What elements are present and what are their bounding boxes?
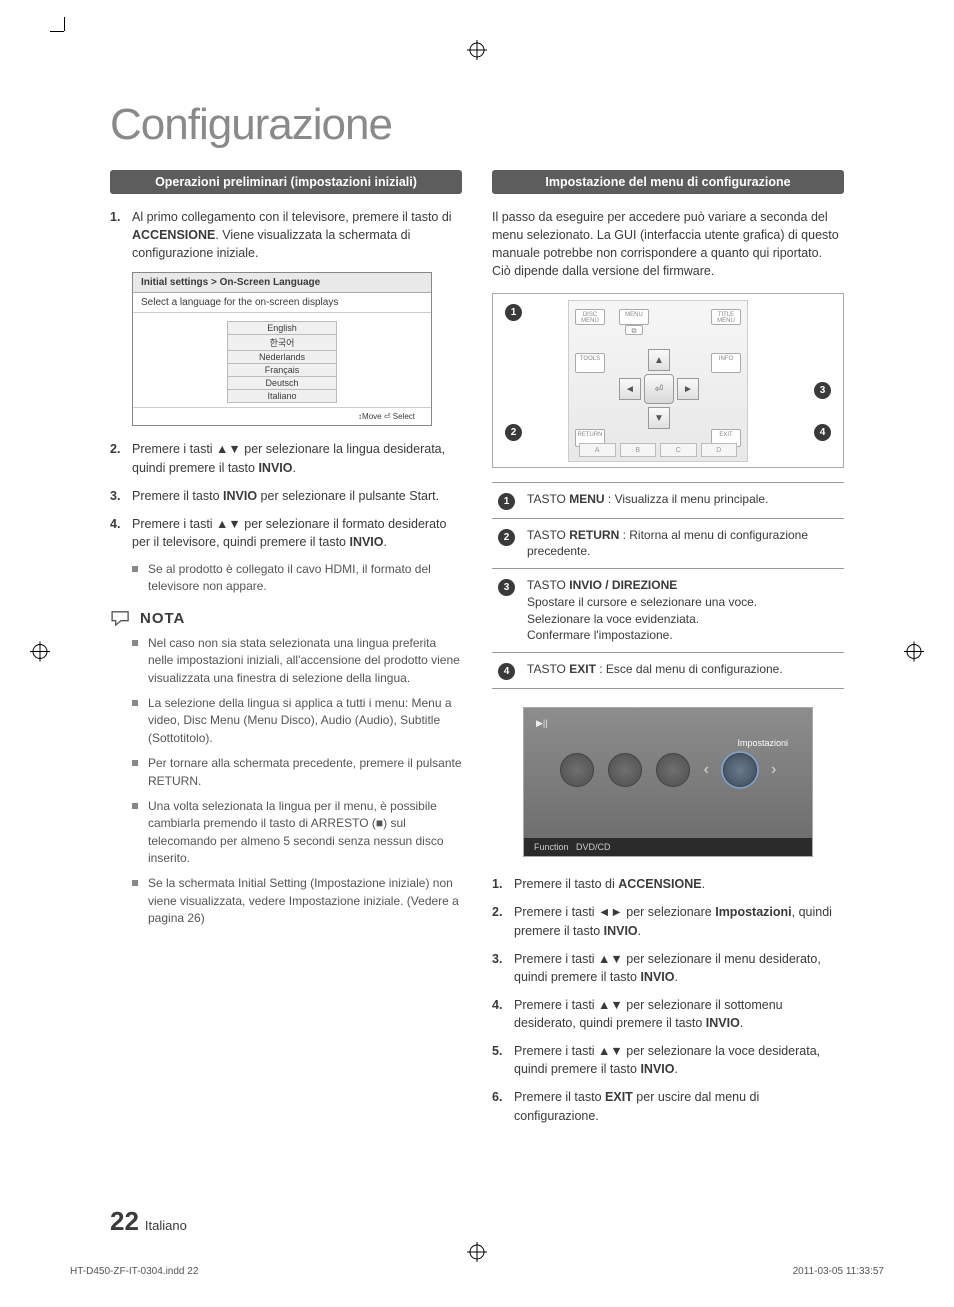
play-pause-icon: ▶|| — [536, 718, 548, 729]
lang-item: Deutsch — [227, 377, 337, 390]
step-2: 2.Premere i tasti ▲▼ per selezionare la … — [110, 440, 462, 476]
remote-diagram: DISC MENU MENU ⧉ TITLE MENU TOOLS INFO R… — [492, 293, 844, 468]
key-row: 4 TASTO EXIT : Esce dal menu di configur… — [492, 653, 844, 689]
rstep-1: 1.Premere il tasto di ACCENSIONE. — [492, 875, 844, 893]
print-footer: HT-D450-ZF-IT-0304.indd 22 2011-03-05 11… — [70, 1266, 884, 1277]
tv-selected-label: Impostazioni — [737, 738, 788, 748]
registration-mark — [30, 641, 50, 666]
tv-footer-mode: DVD/CD — [576, 842, 611, 852]
lang-item: Nederlands — [227, 351, 337, 364]
lang-item: Italiano — [227, 390, 337, 403]
dpad-left-icon: ◄ — [619, 378, 641, 400]
remote-disc-menu: DISC MENU — [575, 309, 605, 325]
lang-box-subtitle: Select a language for the on-screen disp… — [133, 293, 431, 313]
language-select-screenshot: Initial settings > On-Screen Language Se… — [132, 272, 432, 426]
section-heading-left: Operazioni preliminari (impostazioni ini… — [110, 170, 462, 194]
remote-letter: A — [579, 443, 616, 457]
callout-4: 4 — [814, 424, 831, 441]
lang-item: 한국어 — [227, 335, 337, 351]
registration-mark — [467, 1242, 487, 1267]
dpad-up-icon: ▲ — [648, 349, 670, 371]
remote-dpad: ▲ ▼ ◄ ► ⏎ — [619, 349, 699, 429]
callout-1: 1 — [505, 304, 522, 321]
remote-title-menu: TITLE MENU — [711, 309, 741, 325]
remote-tools: TOOLS — [575, 353, 605, 373]
substep-hdmi: Se al prodotto è collegato il cavo HDMI,… — [132, 561, 462, 596]
note-item: La selezione della lingua si applica a t… — [132, 695, 462, 747]
remote-letter: C — [660, 443, 697, 457]
note-item: Se la schermata Initial Setting (Imposta… — [132, 875, 462, 927]
key-row: 1 TASTO MENU : Visualizza il menu princi… — [492, 483, 844, 519]
page-title: Configurazione — [110, 100, 884, 150]
registration-mark — [467, 40, 487, 65]
page-number-footer: 22Italiano — [110, 1206, 187, 1237]
step-4: 4.Premere i tasti ▲▼ per selezionare il … — [110, 515, 462, 551]
tv-menu-icon — [560, 753, 594, 787]
tv-menu-icon — [608, 753, 642, 787]
chevron-right-icon: › — [771, 761, 776, 779]
right-column: Impostazione del menu di configurazione … — [492, 170, 844, 1135]
dpad-right-icon: ► — [677, 378, 699, 400]
callout-3: 3 — [814, 382, 831, 399]
intro-text: Il passo da eseguire per accedere può va… — [492, 208, 844, 281]
lang-item: English — [227, 321, 337, 335]
remote-info: INFO — [711, 353, 741, 373]
note-item: Una volta selezionata la lingua per il m… — [132, 798, 462, 868]
rstep-6: 6.Premere il tasto EXIT per uscire dal m… — [492, 1088, 844, 1124]
remote-letter: B — [620, 443, 657, 457]
dpad-down-icon: ▼ — [648, 407, 670, 429]
menu-icon: ⧉ — [625, 325, 643, 335]
left-column: Operazioni preliminari (impostazioni ini… — [110, 170, 462, 1135]
note-item: Per tornare alla schermata precedente, p… — [132, 755, 462, 790]
lang-box-footer: ↕Move ⏎ Select — [133, 407, 431, 425]
lang-list: English 한국어 Nederlands Français Deutsch … — [133, 313, 431, 407]
tv-menu-icon — [656, 753, 690, 787]
rstep-3: 3.Premere i tasti ▲▼ per selezionare il … — [492, 950, 844, 986]
lang-box-header: Initial settings > On-Screen Language — [133, 273, 431, 293]
tv-menu-icon-selected — [723, 753, 757, 787]
rstep-4: 4.Premere i tasti ▲▼ per selezionare il … — [492, 996, 844, 1032]
callout-2: 2 — [505, 424, 522, 441]
print-file: HT-D450-ZF-IT-0304.indd 22 — [70, 1266, 198, 1277]
print-timestamp: 2011-03-05 11:33:57 — [793, 1266, 884, 1277]
note-item: Nel caso non sia stata selezionata una l… — [132, 635, 462, 687]
rstep-2: 2.Premere i tasti ◄► per selezionare Imp… — [492, 903, 844, 939]
key-legend-table: 1 TASTO MENU : Visualizza il menu princi… — [492, 482, 844, 690]
registration-mark — [904, 641, 924, 666]
crop-mark — [50, 31, 64, 32]
tv-footer-function: Function — [534, 842, 569, 852]
dpad-enter-icon: ⏎ — [644, 374, 674, 404]
crop-mark — [64, 17, 65, 31]
key-row: 3 TASTO INVIO / DIREZIONE Spostare il cu… — [492, 569, 844, 653]
section-heading-right: Impostazione del menu di configurazione — [492, 170, 844, 194]
lang-item: Français — [227, 364, 337, 377]
remote-letter: D — [701, 443, 738, 457]
key-row: 2 TASTO RETURN : Ritorna al menu di conf… — [492, 519, 844, 570]
step-3: 3.Premere il tasto INVIO per selezionare… — [110, 487, 462, 505]
step-1: 1. Al primo collegamento con il televiso… — [110, 208, 462, 262]
remote-menu: MENU — [619, 309, 649, 325]
note-icon — [110, 610, 132, 626]
tv-screenshot: ▶|| Impostazioni ‹ › Function DVD/CD — [523, 707, 813, 857]
note-heading: NOTA — [110, 610, 462, 627]
rstep-5: 5.Premere i tasti ▲▼ per selezionare la … — [492, 1042, 844, 1078]
chevron-left-icon: ‹ — [704, 761, 709, 779]
